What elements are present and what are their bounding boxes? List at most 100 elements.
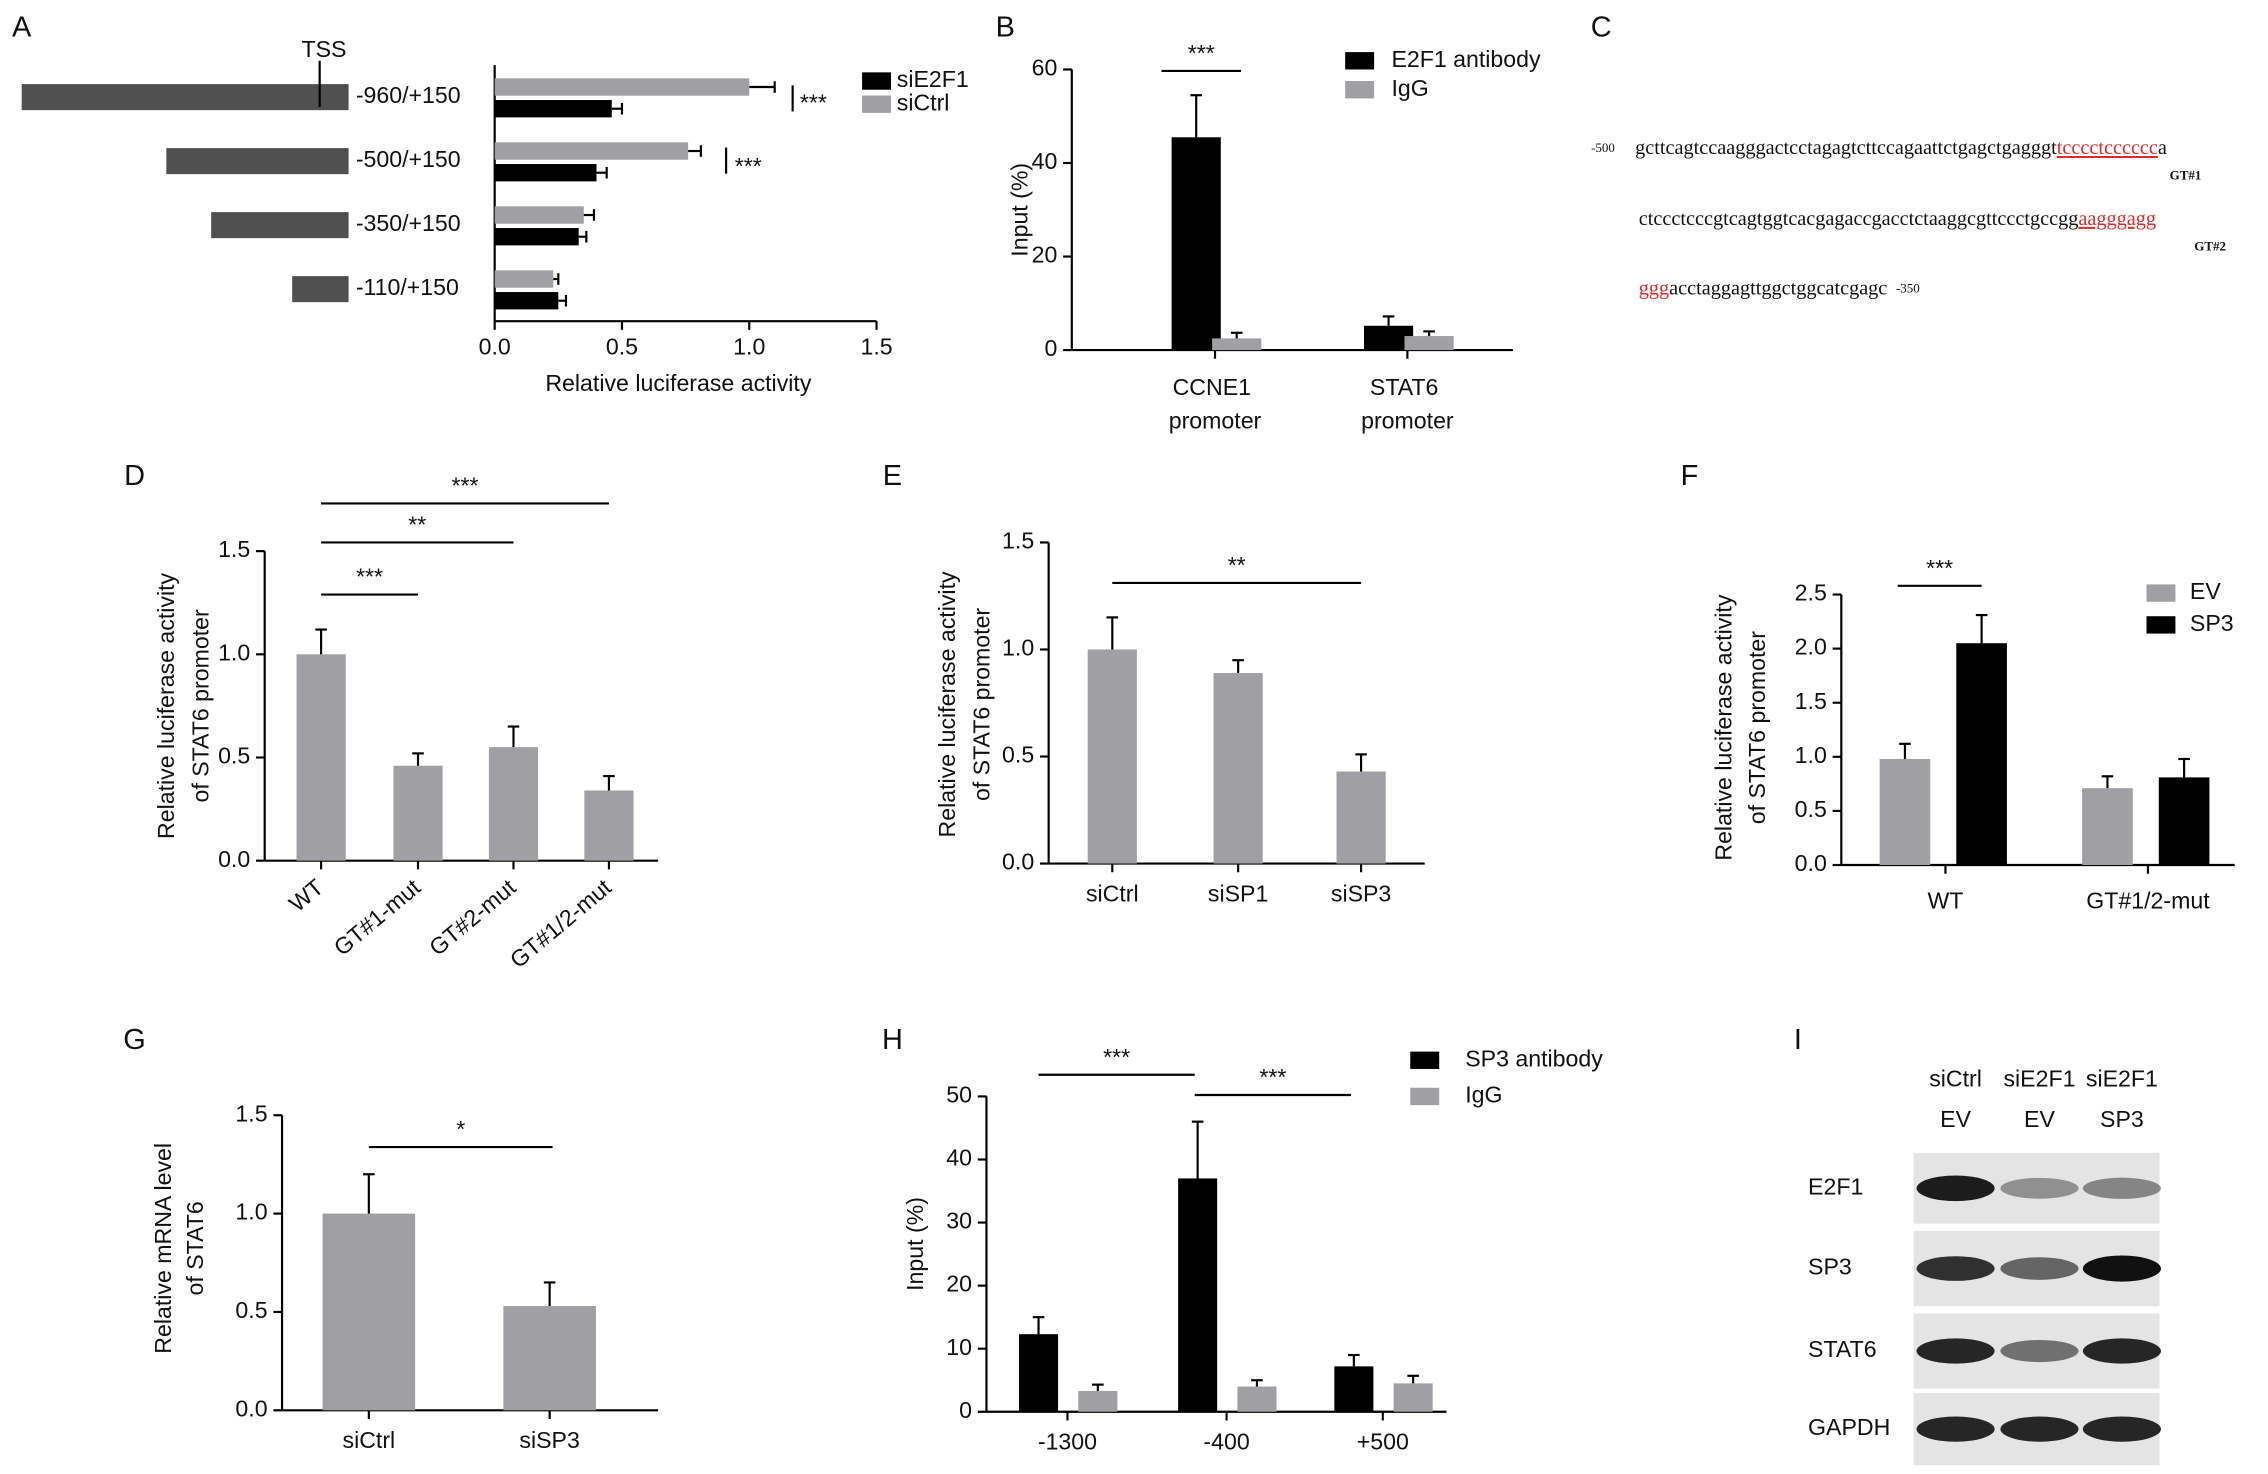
bar [1879,758,1931,866]
blot-band [2082,1416,2161,1442]
y-tick-label: 0.0 [1795,850,1827,876]
bar [1171,137,1221,351]
x-tick-label: GT#2-mut [424,873,521,960]
y-tick-label: 0.5 [235,1297,267,1323]
blot-band [1916,1416,1995,1442]
bar [1178,1178,1218,1412]
bar [494,100,612,118]
sequence-text: ctccctcccgtcagtggtcacgagaccgacctctaaggcg… [1639,208,2079,230]
significance-label: *** [1188,40,1215,66]
y-tick-label: 30 [946,1208,972,1234]
construct [211,212,349,239]
panel-letter: D [124,460,145,492]
x-tick-label: -400 [1203,1429,1249,1455]
x-tick-label: 0.5 [606,334,638,360]
legend-swatch [862,95,891,113]
blot-band [2000,1339,2079,1363]
y-tick-label: 1.0 [1795,742,1827,768]
bar [1078,1390,1118,1412]
y-axis-label: of STAT6 promoter [1744,631,1770,824]
panel-letter: B [996,12,1015,44]
bar [2082,788,2133,866]
bar [1956,643,2007,866]
y-tick-label: 1.0 [1002,635,1034,661]
binding-site: aagggagg [2078,208,2156,230]
bar [494,164,597,182]
x-tick-label: GT#1/2-mut [505,873,617,973]
x-tick-label-line: STAT6 [1370,374,1445,400]
y-tick-label: 1.5 [218,536,250,562]
bar [494,270,554,288]
bar [1237,1386,1277,1412]
sequence-text: gcttcagtccaagggactcctagagtcttccagaattctg… [1635,137,2057,159]
construct-label: -110/+150 [356,274,459,300]
bar [322,1213,416,1411]
legend-label: E2F1 antibody [1391,46,1541,72]
y-tick-label: 0.0 [1002,849,1034,875]
sequence-text: -350 [1896,280,1920,295]
x-tick-label: siCtrl [343,1427,396,1453]
bar [494,206,584,224]
bar [296,654,346,861]
panel-letter: I [1794,1024,1802,1056]
significance-label: ** [1228,552,1246,578]
significance-label: *** [452,473,479,499]
y-axis-label: of STAT6 promoter [188,609,214,802]
sequence-text: -500 [1591,140,1615,155]
legend-swatch [1345,52,1375,70]
y-axis-label: Input (%) [1006,163,1032,257]
site-label: GT#2 [2194,238,2226,253]
panel-letter: F [1681,460,1699,492]
blot-band [1916,1175,1995,1202]
y-tick-label: 0.5 [1002,742,1034,768]
sequence-text: a [2158,137,2167,159]
blot-band [2082,1255,2161,1282]
legend-label: IgG [1391,75,1428,101]
x-tick-label: siSP3 [1331,880,1391,906]
sequence-line: ctccctcccgtcagtggtcacgagaccgacctctaaggcg… [1639,208,2156,230]
legend-swatch [862,72,891,90]
y-axis-label: Input (%) [902,1197,928,1291]
y-axis-label: Relative luciferase activity [934,571,960,837]
construct-label: -500/+150 [356,146,461,172]
panel-letter: C [1591,12,1612,44]
x-tick-label: siSP3 [519,1427,579,1453]
y-tick-label: 1.5 [1002,528,1034,554]
blot-band [2082,1177,2161,1199]
construct [292,276,349,303]
bar [1087,649,1137,864]
protein-label: E2F1 [1808,1173,1863,1199]
y-tick-label: 20 [1032,242,1058,268]
bar [584,790,634,861]
legend-label: SP3 [2190,610,2234,636]
x-tick-label: 1.5 [860,334,892,360]
x-tick-label: STAT6 promoter [1361,374,1454,433]
y-tick-label: 40 [946,1145,972,1171]
significance-label: * [456,1116,465,1142]
panel-letter: G [123,1024,145,1056]
y-tick-label: 0.0 [218,846,250,872]
sequence-line: -500 gcttcagtccaagggactcctagagtcttccagaat… [1591,137,2167,159]
legend-label: SP3 antibody [1465,1045,1603,1071]
legend-label: siE2F1 [897,66,969,92]
bar [1393,1383,1433,1412]
y-axis-label: of STAT6 promoter [969,608,995,801]
y-tick-label: 10 [946,1334,972,1360]
x-tick-label: WT [284,874,328,917]
bar [1213,673,1263,864]
protein-label: SP3 [1808,1254,1852,1280]
x-tick-label-line: CCNE1 [1173,374,1258,400]
significance-label: *** [1259,1064,1286,1090]
lane-label: siE2F1 [2003,1066,2075,1092]
y-tick-label: 0.0 [235,1395,267,1421]
legend-label: EV [2190,578,2221,604]
y-tick-label: 1.0 [235,1199,267,1225]
site-label: GT#1 [2170,167,2202,182]
blot-band [2000,1257,2079,1280]
y-axis-label: Relative luciferase activity [1711,594,1737,860]
y-tick-label: 0.5 [1795,796,1827,822]
x-tick-label: CCNE1 promoter [1169,374,1262,433]
bar [494,78,750,96]
construct-label: -350/+150 [356,210,461,236]
bar [1019,1334,1059,1412]
